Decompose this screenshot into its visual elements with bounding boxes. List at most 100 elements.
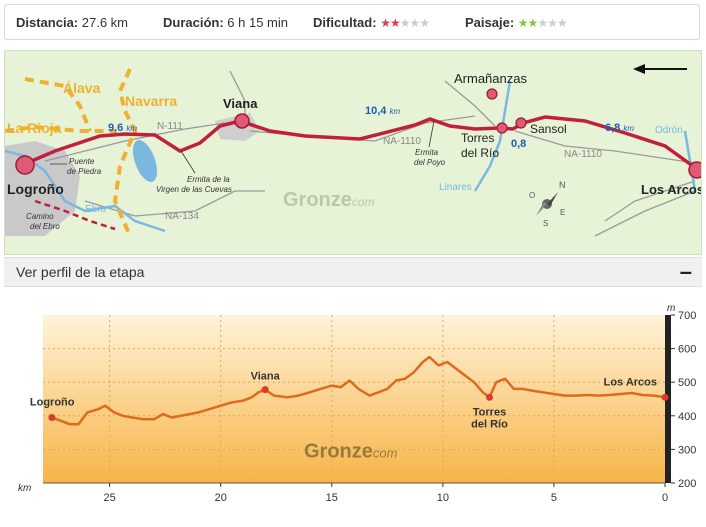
elevation-line [51,355,666,426]
road-label-n111: N-111 [157,121,183,132]
landmark-camino-1: Camino [26,212,54,221]
x-unit-label: km [18,483,31,494]
y-tick-label: 300 [678,444,696,456]
y-unit-label: m [667,303,675,314]
distance-2-num: 10,4 [365,105,387,117]
distance-labels: 9,6 km 10,4 km 0,8 6,8 km [108,105,634,150]
duration-label: Duración: [163,15,224,30]
river-label-ebro: Ebro [85,204,107,215]
profile-label-logrono: Logroño [30,396,75,408]
road-label-na1110: NA-1110 [383,136,421,147]
marker-armananzas[interactable] [486,88,498,100]
star-filled-icon: ★ [527,16,539,30]
landscape-label: Paisaje: [465,15,515,30]
svg-text:10,4 km: 10,4 km [365,105,400,117]
profile-point-torres [486,393,494,401]
profile-header[interactable]: Ver perfil de la etapa – [4,257,702,287]
collapse-toggle-button[interactable]: – [679,259,692,284]
y-tick-label: 500 [678,377,696,389]
distance-label: Distancia: [16,15,79,30]
town-label-los-arcos: Los Arcos [641,182,702,197]
difficulty-rating: ★★★★★ [380,16,430,30]
marker-torres[interactable] [496,122,508,134]
ermita-poyo-pointer [428,120,435,148]
town-markers [15,88,702,179]
duration-value: 6 h 15 min [227,15,288,30]
marker-los-arcos[interactable] [688,161,702,179]
compass-e: E [560,208,565,217]
town-label-armananzas: Armañanzas [454,71,527,86]
compass-icon: N E S O [529,180,566,228]
star-empty-icon: ★ [409,16,420,30]
star-empty-icon: ★ [399,16,411,30]
profile-label-torres: Torres [473,406,506,418]
y-tick-label: 700 [678,310,696,322]
river-linares [473,80,512,192]
town-label-torres-1: Torres [461,131,494,145]
distance-1-unit: km [126,124,137,133]
marker-viana[interactable] [234,113,250,129]
compass-s: S [543,219,548,228]
compass-o: O [529,191,535,200]
profile-point-viana [261,386,269,394]
landmark-puente-1: Puente [69,157,95,166]
distance-stat: Distancia: 27.6 km [16,15,128,30]
town-label-logrono: Logroño [7,181,64,197]
star-filled-icon: ★ [380,16,391,30]
distance-4-unit: km [623,124,634,133]
difficulty-stat: Dificultad: ★★★★★ [313,15,430,30]
road-label-na134: NA-134 [165,211,199,222]
landmark-ermita-cuevas-1: Ermita de la [187,175,230,184]
distance-2-unit: km [389,107,400,116]
road-label-na1110-east: NA-1110 [564,149,602,160]
profile-label-viana: Viana [251,371,281,383]
profile-watermark: Gronzecom [304,440,398,462]
distance-3-num: 0,8 [511,138,526,150]
profile-point-logrono [48,413,56,421]
alt-route-ebro [34,199,116,231]
town-label-viana: Viana [223,96,258,111]
x-tick-label: 15 [326,492,338,504]
region-navarra: Navarra [125,93,177,109]
stage-stats-bar: Distancia: 27.6 km Duración: 6 h 15 min … [4,4,700,40]
distance-1-num: 9,6 [108,122,123,134]
x-tick-label: 10 [437,492,449,504]
profile-label-torres: del Río [471,418,508,430]
compass-n: N [559,180,566,190]
direction-arrow-icon [633,64,687,74]
route-map[interactable]: Álava Navarra La Rioja N-111 NA-1110 NA-… [4,50,702,255]
distance-4-num: 6,8 [605,122,620,134]
profile-point-los-arcos [661,393,669,401]
star-empty-icon: ★ [537,16,548,30]
route-map-canvas: Álava Navarra La Rioja N-111 NA-1110 NA-… [5,64,702,237]
town-label-sansol: Sansol [530,122,567,136]
difficulty-label: Dificultad: [313,15,377,30]
river-odron [683,130,697,192]
region-la-rioja: La Rioja [7,120,62,136]
landmark-camino-2: del Ebro [30,222,60,231]
lake [132,140,158,182]
distance-value: 27.6 km [81,15,129,30]
x-tick-label: 5 [551,492,557,504]
y-tick-label: 400 [678,411,696,423]
profile-plot-area [43,315,665,483]
profile-label-los-arcos: Los Arcos [604,376,657,388]
route-line [26,115,699,171]
marker-sansol[interactable] [515,117,527,129]
y-tick-label: 200 [678,478,696,490]
y-tick-label: 600 [678,344,696,356]
region-borders [5,68,138,237]
region-alava: Álava [63,80,101,96]
star-filled-icon: ★ [389,16,401,30]
marker-logrono[interactable] [15,155,35,175]
star-empty-icon: ★ [419,16,430,30]
landmark-puente-2: de Piedra [67,167,102,176]
landmark-ermita-cuevas-2: Virgen de las Cuevas [156,185,232,194]
x-tick-label: 25 [104,492,116,504]
x-tick-label: 0 [662,492,668,504]
landmark-ermita-poyo-2: del Poyo [414,158,446,167]
star-filled-icon: ★ [517,16,529,30]
svg-text:6,8 km: 6,8 km [605,122,634,134]
duration-stat: Duración: 6 h 15 min [163,15,288,30]
